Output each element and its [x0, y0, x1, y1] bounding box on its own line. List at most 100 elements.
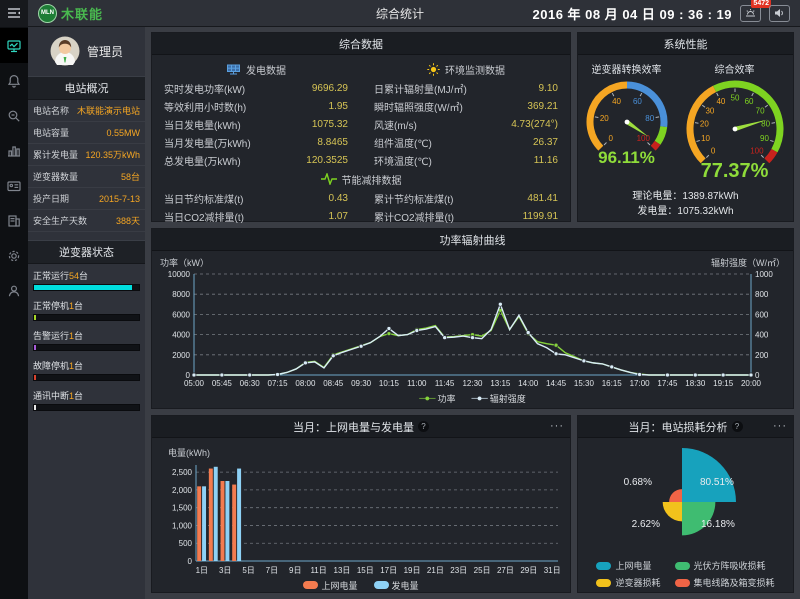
- summary-row-label: 当日节约标准煤(t): [164, 194, 244, 206]
- summary-row-value: 481.41: [527, 192, 558, 204]
- svg-text:08:45: 08:45: [323, 379, 344, 388]
- svg-text:11:00: 11:00: [407, 379, 427, 388]
- help-icon[interactable]: ?: [731, 421, 743, 432]
- svg-text:0: 0: [188, 557, 193, 566]
- legend-marker-icon: [596, 561, 612, 570]
- station-row: 逆变器数量 58台: [28, 166, 145, 188]
- station-row-label: 累计发电量: [33, 150, 79, 160]
- legend-item-上网电量[interactable]: 上网电量: [303, 579, 358, 592]
- logo: MLN 木联能: [38, 3, 103, 23]
- svg-text:1,500: 1,500: [172, 504, 193, 513]
- sidebar-item-bar-chart-icon[interactable]: [0, 133, 28, 168]
- sidebar-item-id-card-icon[interactable]: [0, 168, 28, 203]
- summary-body: 发电数据 实时发电功率(kW) 9696.29 等效利用小时数(h) 1.95 当日发电量…: [152, 55, 570, 225]
- summary-row: 累计节约标准煤(t) 481.41: [374, 189, 558, 207]
- svg-text:0: 0: [186, 371, 191, 380]
- svg-text:10000: 10000: [168, 270, 191, 279]
- svg-text:19:15: 19:15: [713, 379, 734, 388]
- svg-text:05:45: 05:45: [212, 379, 233, 388]
- svg-text:800: 800: [755, 290, 769, 299]
- inverter-status-item: 故障停机1台: [33, 359, 140, 381]
- more-menu-icon[interactable]: ···: [773, 420, 787, 432]
- legend-marker-icon: [596, 578, 612, 587]
- station-row-value: 58台: [120, 172, 140, 182]
- legend-marker-icon: [674, 578, 690, 587]
- svg-text:15:30: 15:30: [574, 379, 595, 388]
- id-card-icon: [7, 180, 21, 191]
- inverter-status-label: 故障停机1台: [33, 361, 84, 371]
- svg-text:0: 0: [710, 146, 715, 155]
- station-row-label: 安全生产天数: [33, 216, 88, 226]
- svg-text:80: 80: [761, 120, 770, 129]
- svg-text:600: 600: [755, 310, 769, 319]
- inverter-status-label: 通讯中断1台: [33, 391, 84, 401]
- legend-item-光伏方阵吸收损耗[interactable]: 光伏方阵吸收损耗: [674, 559, 775, 572]
- inverter-status-bar: [33, 284, 140, 291]
- legend-marker-icon: [373, 581, 389, 589]
- svg-text:20: 20: [699, 120, 708, 129]
- legend-item-上网电量[interactable]: 上网电量: [596, 559, 660, 572]
- legend-item-逆变器损耗[interactable]: 逆变器损耗: [596, 576, 661, 589]
- legend-item-辐射强度[interactable]: ─●─ 辐射强度: [472, 392, 526, 405]
- svg-text:17:00: 17:00: [630, 379, 651, 388]
- header: MLN 木联能 综合统计 2016 年 08 月 04 日 09 : 36 : …: [0, 0, 800, 27]
- svg-text:13日: 13日: [334, 566, 351, 575]
- menu-toggle-icon[interactable]: [0, 0, 28, 26]
- legend-item-功率[interactable]: ─●─ 功率: [419, 392, 455, 405]
- gauge-inverter-efficiency: 逆变器转换效率 0 20 40 60 80 100 96.11%: [578, 57, 676, 168]
- right-axis-title: 辐射强度（W/㎡）: [711, 258, 785, 268]
- station-row-value: 木联能演示电站: [76, 106, 140, 116]
- summary-row-value: 8.8465: [317, 136, 348, 148]
- help-icon[interactable]: ?: [418, 421, 429, 432]
- legend-marker-icon: [674, 561, 690, 570]
- summary-row-label: 总发电量(万kWh): [164, 156, 241, 168]
- summary-section-title: 环境监测数据: [445, 65, 505, 77]
- sidebar-item-report-icon[interactable]: [0, 203, 28, 238]
- more-menu-icon[interactable]: ···: [550, 420, 564, 432]
- speaker-icon[interactable]: [769, 4, 790, 22]
- svg-text:14:00: 14:00: [518, 379, 539, 388]
- gauge-title: 逆变器转换效率: [591, 65, 662, 76]
- summary-row-label: 组件温度(℃): [374, 138, 432, 150]
- sun-icon: [427, 62, 440, 76]
- summary-row-value: 9696.29: [311, 82, 348, 94]
- gauge-value: 96.11%: [598, 148, 655, 167]
- left-axis-title: 功率（kW）: [160, 258, 209, 268]
- inverter-status-bar: [33, 314, 140, 321]
- station-row-value: 388天: [115, 216, 140, 226]
- inverter-status-bar: [33, 374, 140, 381]
- svg-text:200: 200: [755, 351, 769, 360]
- svg-text:13:15: 13:15: [490, 379, 511, 388]
- svg-text:23日: 23日: [450, 566, 467, 575]
- svg-text:0: 0: [755, 371, 760, 380]
- gear-icon: [8, 250, 20, 261]
- summary-row-label: 日累计辐射量(MJ/㎡): [374, 84, 467, 96]
- monthly-energy-title: 当月：上网电量与发电量: [293, 421, 414, 434]
- loss-analysis-title: 当月：电站损耗分析: [628, 421, 728, 434]
- svg-text:70: 70: [755, 106, 764, 115]
- svg-text:100: 100: [750, 146, 764, 155]
- summary-row: 风速(m/s) 4.73(274°): [374, 115, 558, 133]
- legend-item-集电线路及箱变损耗[interactable]: 集电线路及箱变损耗: [674, 576, 775, 589]
- svg-text:60: 60: [632, 97, 641, 106]
- search-icon: [8, 110, 20, 122]
- sidebar-item-monitor-chart-icon[interactable]: [0, 28, 28, 63]
- legend-label: 上网电量: [615, 561, 652, 571]
- summary-row: 实时发电功率(kW) 9696.29: [164, 79, 348, 97]
- summary-row: 当月发电量(万kWh) 8.8465: [164, 133, 348, 151]
- svg-text:400: 400: [755, 331, 769, 340]
- sidebar-item-users-icon[interactable]: [0, 273, 28, 308]
- monthly-energy-chart: 2,500 2,000 1,500 1,000 500 01日 3日 5日 7日 9日 11日 13日…: [172, 465, 561, 575]
- sidebar-item-bell-icon[interactable]: [0, 63, 28, 98]
- legend-label: 功率: [437, 393, 456, 404]
- legend-marker-icon: ─●─: [471, 393, 488, 403]
- report-icon: [8, 214, 20, 227]
- sidebar-item-gear-icon[interactable]: [0, 238, 28, 273]
- alarm-icon[interactable]: 5472: [740, 0, 771, 22]
- station-row-value: 2015-7-13: [98, 193, 140, 204]
- bar-chart-icon: [8, 145, 20, 157]
- bell-icon: [7, 74, 21, 88]
- legend-item-发电量[interactable]: 发电量: [373, 579, 419, 592]
- sidebar-item-search-icon[interactable]: [0, 98, 28, 133]
- gauge-title: 综合效率: [714, 65, 755, 76]
